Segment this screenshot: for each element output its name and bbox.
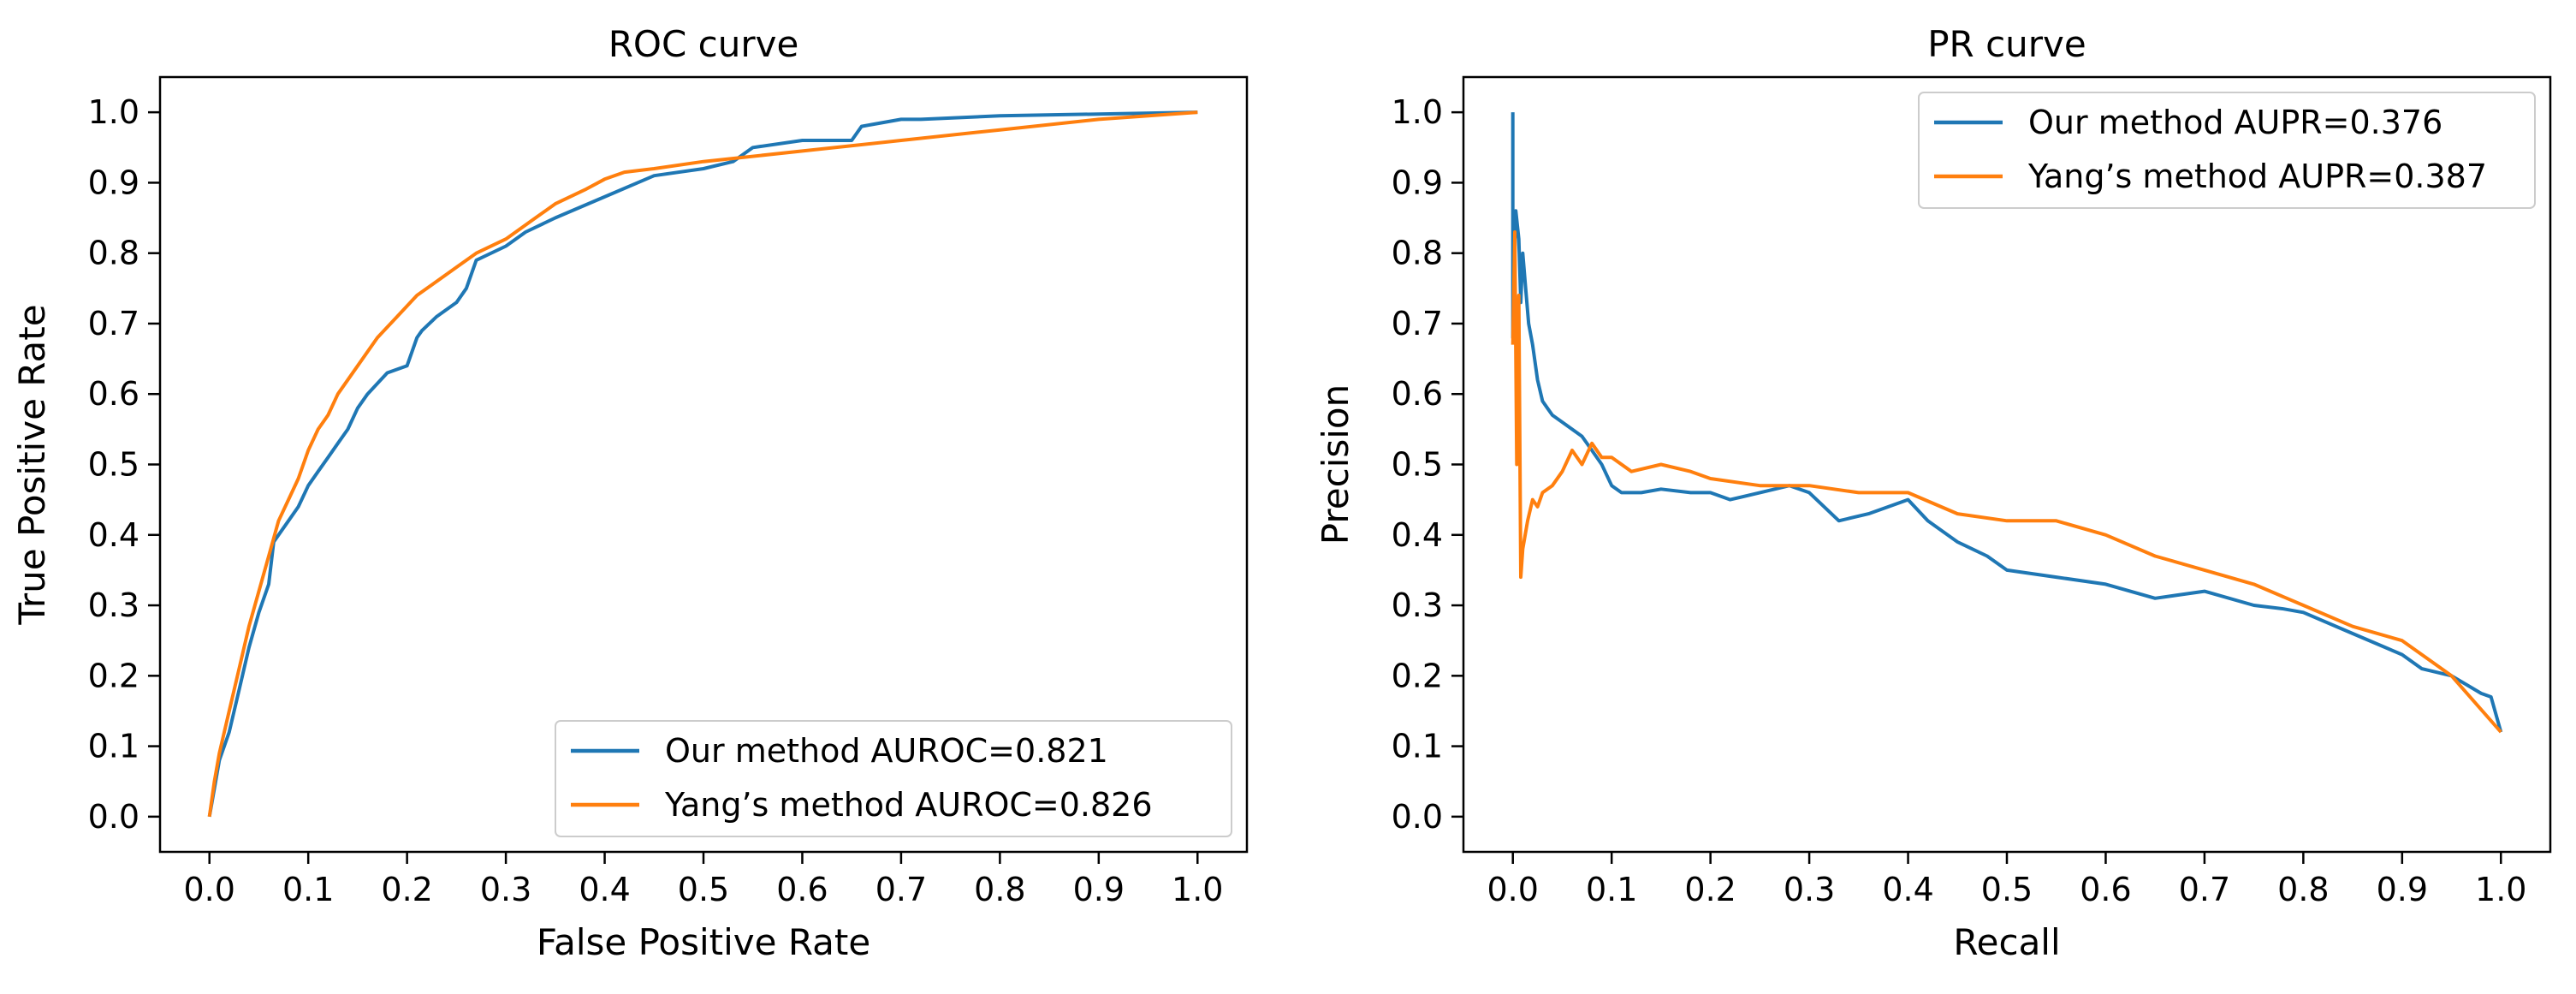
x-tick-label: 0.9 [2377, 871, 2428, 908]
y-tick-label: 0.2 [88, 657, 139, 694]
chart-panel-1: 0.0 0.1 0.2 0.3 0.4 0.5 0.6 0.7 0.8 0.9 1.0 0.0 0.1 0… [1315, 23, 2552, 963]
x-axis-label: Recall [1953, 921, 2060, 963]
x-tick-label: 0.4 [579, 871, 630, 908]
y-tick-label: 0.3 [88, 586, 139, 624]
series-line-1 [1511, 230, 2502, 734]
x-tick-label: 0.1 [282, 871, 334, 908]
x-tick-label: 0.7 [2179, 871, 2230, 908]
chart-title: PR curve [1927, 23, 2086, 65]
x-axis-label: False Positive Rate [537, 921, 870, 963]
y-tick-label: 0.4 [88, 516, 139, 554]
legend-label-1: Yang’s method AUPR=0.387 [2027, 158, 2487, 195]
y-tick-label: 0.9 [88, 164, 139, 201]
series-line-0 [1511, 112, 2503, 733]
y-tick-label: 0.9 [1392, 164, 1443, 201]
x-tick-label: 0.8 [2277, 871, 2329, 908]
y-tick-label: 1.0 [1392, 93, 1443, 131]
x-tick-label: 1.0 [2475, 871, 2526, 908]
y-tick-label: 0.5 [88, 446, 139, 484]
x-tick-label: 0.2 [1684, 871, 1736, 908]
y-tick-label: 0.8 [1392, 235, 1443, 272]
x-tick-label: 0.7 [875, 871, 927, 908]
chart-title: ROC curve [608, 23, 799, 65]
legend: Our method AUROC=0.821 Yang’s method AURO… [555, 720, 1232, 837]
y-axis-label: Precision [1315, 384, 1356, 545]
x-tick-label: 0.6 [2080, 871, 2131, 908]
legend-label-0: Our method AUPR=0.376 [2028, 104, 2442, 141]
x-tick-label: 0.3 [480, 871, 531, 908]
y-tick-label: 0.4 [1392, 516, 1443, 554]
x-tick-label: 0.8 [974, 871, 1025, 908]
y-tick-label: 0.7 [88, 305, 139, 342]
y-tick-label: 0.2 [1392, 657, 1443, 694]
legend: Our method AUPR=0.376 Yang’s method AUPR=… [1918, 92, 2536, 209]
y-tick-label: 0.0 [88, 798, 139, 836]
chart-panel-0: 0.0 0.1 0.2 0.3 0.4 0.5 0.6 0.7 0.8 0.9 1.0 0.0 0.1 0… [11, 23, 1249, 963]
series-line-1 [207, 110, 1198, 818]
x-tick-label: 0.5 [1981, 871, 2033, 908]
series-line-0 [207, 110, 1198, 818]
x-tick-label: 0.0 [1487, 871, 1539, 908]
y-tick-label: 0.6 [88, 375, 139, 413]
x-tick-label: 0.9 [1073, 871, 1125, 908]
legend-label-0: Our method AUROC=0.821 [665, 732, 1108, 770]
y-tick-label: 0.1 [1392, 728, 1443, 765]
y-tick-label: 0.8 [88, 235, 139, 272]
x-tick-label: 0.5 [678, 871, 729, 908]
legend-label-1: Yang’s method AUROC=0.826 [664, 786, 1153, 824]
y-tick-label: 0.7 [1392, 305, 1443, 342]
y-tick-label: 0.3 [1392, 586, 1443, 624]
x-tick-label: 0.3 [1784, 871, 1835, 908]
y-tick-label: 0.6 [1392, 375, 1443, 413]
x-tick-label: 0.4 [1882, 871, 1933, 908]
x-tick-label: 0.0 [184, 871, 235, 908]
y-tick-label: 1.0 [88, 93, 139, 131]
x-tick-label: 0.2 [381, 871, 432, 908]
x-tick-label: 1.0 [1172, 871, 1223, 908]
x-tick-label: 0.1 [1586, 871, 1637, 908]
legend-box [555, 720, 1232, 837]
legend-box [1918, 92, 2536, 209]
x-tick-label: 0.6 [776, 871, 828, 908]
y-tick-label: 0.0 [1392, 798, 1443, 836]
y-tick-label: 0.5 [1392, 446, 1443, 484]
y-axis-label: True Positive Rate [11, 304, 53, 625]
y-tick-label: 0.1 [88, 728, 139, 765]
